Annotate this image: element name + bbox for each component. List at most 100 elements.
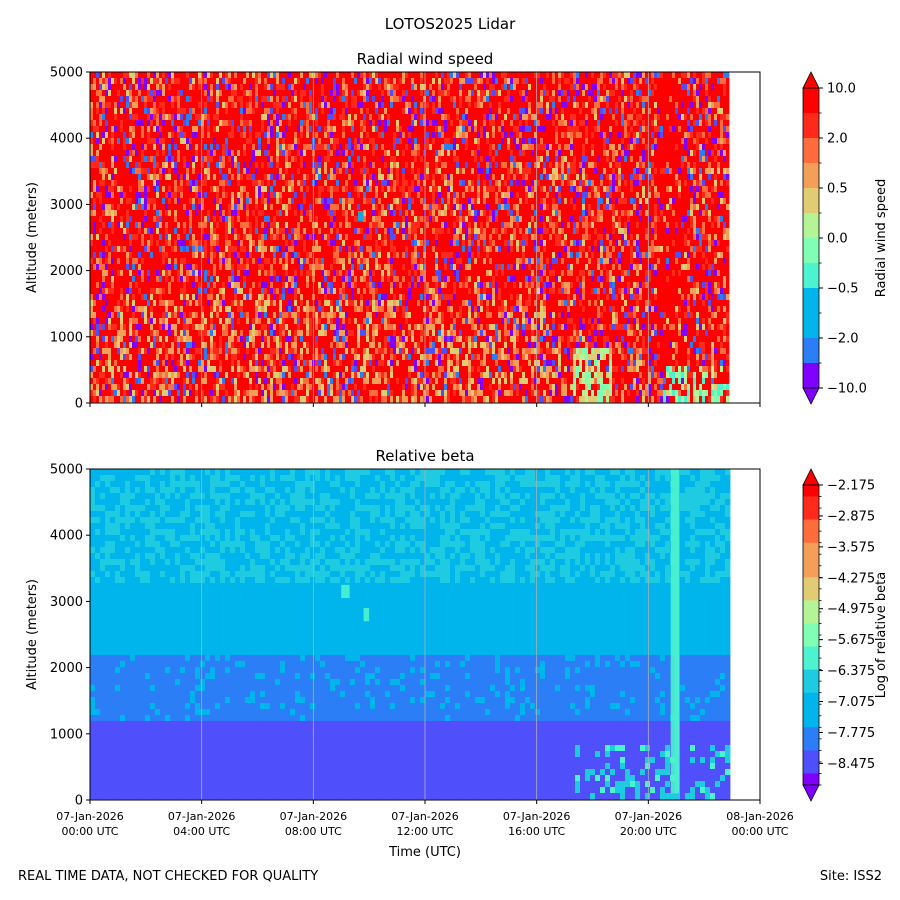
wind-colorbar-segment xyxy=(803,188,819,214)
wind-colorbar-extend-min xyxy=(802,387,820,405)
beta-colorbar: −2.175 −2.875 −3.575 −4.275 −4.975 −5.675 −6.3… xyxy=(802,468,889,802)
wind-colorbar-segment xyxy=(803,263,819,289)
beta-ylabel: Altitude (meters) xyxy=(25,579,40,690)
beta-colorbar-segment xyxy=(803,542,819,555)
beta-xtick-date: 07-Jan-2026 xyxy=(168,810,236,823)
beta-colorbar-segment xyxy=(803,508,819,520)
beta-colorbar-segment xyxy=(803,692,819,705)
beta-colorbar-segment xyxy=(803,715,819,728)
beta-xtick-time: 00:00 UTC xyxy=(731,825,788,838)
beta-ytick-label: 5000 xyxy=(50,463,83,478)
beta-colorbar-tick-label: −7.775 xyxy=(827,726,875,741)
wind-colorbar-label: Radial wind speed xyxy=(874,179,889,297)
beta-colorbar-segment xyxy=(803,485,819,497)
feature-aerosol-blob-1 xyxy=(341,584,350,599)
wind-colorbar-tick-label: −10.0 xyxy=(827,382,867,397)
wind-ytick-label: 4000 xyxy=(50,132,83,147)
beta-colorbar-tick-label: −4.975 xyxy=(827,602,875,617)
beta-colorbar-segment xyxy=(803,669,819,682)
beta-xtick-date: 07-Jan-2026 xyxy=(280,810,348,823)
wind-colorbar-segment xyxy=(803,88,819,114)
beta-ytick-label: 2000 xyxy=(50,661,83,676)
feature-aerosol-blob-2 xyxy=(363,608,370,622)
wind-colorbar-tick-label: 10.0 xyxy=(827,82,856,97)
beta-colorbar-segment xyxy=(803,773,819,786)
beta-colorbar-tick-label: −8.475 xyxy=(827,757,875,772)
beta-colorbar-segment xyxy=(803,761,819,774)
feature-cyan-patch xyxy=(358,211,364,221)
beta-colorbar-segment xyxy=(803,646,819,659)
beta-colorbar-tick-label: −2.175 xyxy=(827,479,875,494)
wind-title: Radial wind speed xyxy=(357,50,494,68)
wind-ytick-label: 3000 xyxy=(50,198,83,213)
feature-vertical-streak xyxy=(670,469,680,794)
beta-colorbar-segment xyxy=(803,531,819,543)
wind-ytick-label: 5000 xyxy=(50,66,83,81)
beta-colorbar-segment xyxy=(803,658,819,670)
beta-colorbar-tick-label: −2.875 xyxy=(827,509,875,524)
beta-colorbar-tick-label: −6.375 xyxy=(827,664,875,679)
beta-colorbar-tick-label: −3.575 xyxy=(827,540,875,555)
beta-colorbar-segment xyxy=(803,681,819,693)
wind-colorbar-tick-label: −2.0 xyxy=(827,332,859,347)
wind-colorbar-segment xyxy=(803,163,819,189)
beta-colorbar-segment xyxy=(803,635,819,647)
wind-colorbar-segment xyxy=(803,313,819,339)
beta-xtick-date: 08-Jan-2026 xyxy=(726,810,794,823)
beta-xtick-time: 08:00 UTC xyxy=(285,825,342,838)
figure-title: LOTOS2025 Lidar xyxy=(384,15,516,33)
beta-colorbar-segment xyxy=(803,496,819,509)
wind-colorbar-segment xyxy=(803,138,819,164)
wind-colorbar-tick-label: 0.0 xyxy=(827,232,848,247)
beta-xtick-time: 20:00 UTC xyxy=(620,825,677,838)
wind-ytick-label: 0 xyxy=(75,397,83,412)
beta-colorbar-segment xyxy=(803,727,819,740)
beta-xtick-date: 07-Jan-2026 xyxy=(56,810,124,823)
wind-heatmap xyxy=(90,72,730,403)
beta-panel: 0 1000 2000 3000 4000 5000 07-Jan-2026 00:00 UT… xyxy=(25,447,889,860)
beta-colorbar-extend-min xyxy=(802,784,820,802)
beta-ytick-label: 3000 xyxy=(50,595,83,610)
beta-colorbar-segment xyxy=(803,738,819,751)
beta-xtick-date: 07-Jan-2026 xyxy=(391,810,459,823)
beta-ytick-label: 1000 xyxy=(50,727,83,742)
wind-colorbar-tick-label: 2.0 xyxy=(827,132,848,147)
beta-colorbar-segment xyxy=(803,600,819,613)
beta-xtick-time: 12:00 UTC xyxy=(396,825,453,838)
beta-colorbar-segment xyxy=(803,750,819,763)
beta-colorbar-segment xyxy=(803,554,819,567)
beta-colorbar-segment xyxy=(803,704,819,717)
beta-ytick-label: 4000 xyxy=(50,529,83,544)
beta-colorbar-segment xyxy=(803,611,819,624)
beta-colorbar-segment xyxy=(803,565,819,578)
beta-colorbar-extend-max xyxy=(802,468,820,486)
beta-colorbar-segment xyxy=(803,519,819,532)
wind-colorbar-segment xyxy=(803,288,819,314)
wind-ytick-label: 1000 xyxy=(50,330,83,345)
beta-xtick-date: 07-Jan-2026 xyxy=(615,810,683,823)
beta-xtick-time: 16:00 UTC xyxy=(508,825,565,838)
wind-colorbar: 10.0 2.0 0.5 0.0 −0.5 −2.0 −10.0 Radial wind sp… xyxy=(802,71,889,405)
wind-colorbar-segment xyxy=(803,363,819,389)
beta-colorbar-tick-label: −7.075 xyxy=(827,695,875,710)
site-label: Site: ISS2 xyxy=(819,869,882,884)
beta-colorbar-segment xyxy=(803,623,819,636)
wind-panel: 0 1000 2000 3000 4000 5000 Radial wind speed Al… xyxy=(25,50,889,412)
beta-heatmap xyxy=(90,469,731,800)
beta-ytick-label: 0 xyxy=(75,794,83,809)
wind-ylabel: Altitude (meters) xyxy=(25,182,40,293)
beta-title: Relative beta xyxy=(375,447,474,465)
wind-colorbar-segment xyxy=(803,113,819,139)
wind-colorbar-segment xyxy=(803,213,819,239)
beta-colorbar-segment xyxy=(803,577,819,590)
beta-colorbar-tick-label: −5.675 xyxy=(827,633,875,648)
wind-colorbar-tick-label: 0.5 xyxy=(827,182,848,197)
wind-colorbar-segment xyxy=(803,338,819,364)
beta-xtick-date: 07-Jan-2026 xyxy=(503,810,571,823)
beta-xlabel: Time (UTC) xyxy=(388,845,461,860)
beta-xtick-time: 00:00 UTC xyxy=(61,825,118,838)
wind-colorbar-segment xyxy=(803,238,819,264)
beta-colorbar-segment xyxy=(803,588,819,601)
beta-xtick-time: 04:00 UTC xyxy=(173,825,230,838)
